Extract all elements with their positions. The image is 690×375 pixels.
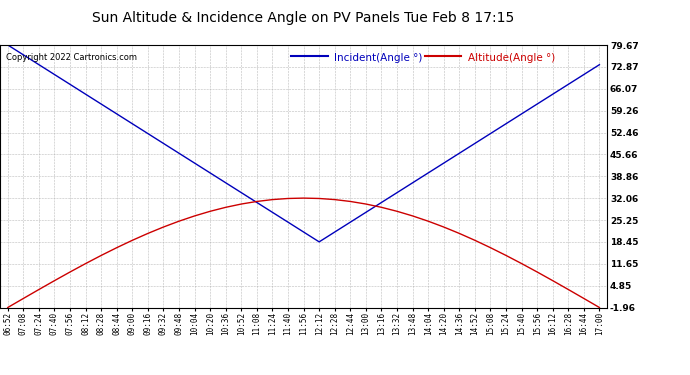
Text: Altitude(Angle °): Altitude(Angle °) <box>468 53 555 63</box>
Text: Sun Altitude & Incidence Angle on PV Panels Tue Feb 8 17:15: Sun Altitude & Incidence Angle on PV Pan… <box>92 11 515 25</box>
Text: Incident(Angle °): Incident(Angle °) <box>334 53 422 63</box>
Text: Copyright 2022 Cartronics.com: Copyright 2022 Cartronics.com <box>6 53 137 62</box>
